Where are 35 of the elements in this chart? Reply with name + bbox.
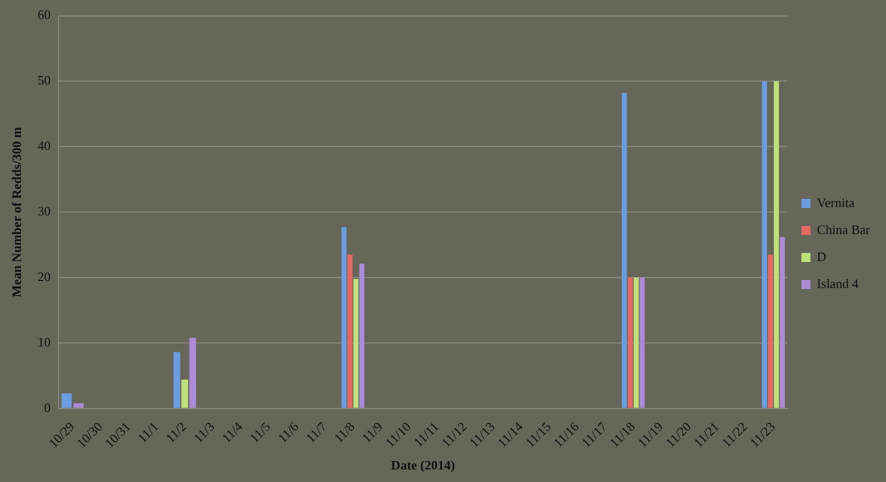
legend-label: Island 4	[816, 276, 859, 291]
bar	[628, 278, 633, 408]
y-tick-label: 10	[38, 334, 51, 350]
x-axis-title: Date (2014)	[391, 458, 455, 473]
y-tick-label: 40	[38, 138, 51, 154]
y-tick-label: 20	[38, 268, 51, 284]
y-tick-label: 60	[38, 7, 51, 22]
bar	[622, 93, 627, 408]
y-tick-label: 30	[38, 204, 51, 219]
bar	[173, 352, 180, 408]
bar	[774, 81, 779, 408]
x-tick-label: 11/9	[358, 418, 386, 446]
bar	[780, 236, 785, 408]
legend-label: D	[816, 248, 826, 264]
bar	[768, 254, 773, 408]
bar	[640, 278, 645, 408]
x-tick-label: 11/6	[274, 418, 302, 446]
bar	[353, 278, 358, 408]
bar	[341, 227, 347, 408]
legend-label: China Bar	[816, 222, 871, 237]
bar	[762, 81, 768, 408]
x-tick-label: 11/5	[246, 418, 274, 446]
legend-label: Vernita	[816, 194, 855, 210]
x-tick-label: 11/2	[162, 418, 190, 446]
bar	[634, 278, 639, 408]
y-tick-label: 0	[44, 400, 51, 415]
y-axis-title: Mean Number of Redds/300 m	[9, 126, 24, 298]
y-tick-label: 50	[38, 72, 51, 88]
x-tick-label: 11/4	[218, 418, 246, 446]
x-tick-label: 11/8	[330, 418, 358, 446]
x-tick-label: 11/1	[134, 418, 162, 446]
x-tick-label: 11/7	[302, 418, 330, 446]
bar	[347, 254, 352, 408]
x-tick-label: 11/3	[190, 418, 218, 446]
bar	[359, 264, 364, 408]
